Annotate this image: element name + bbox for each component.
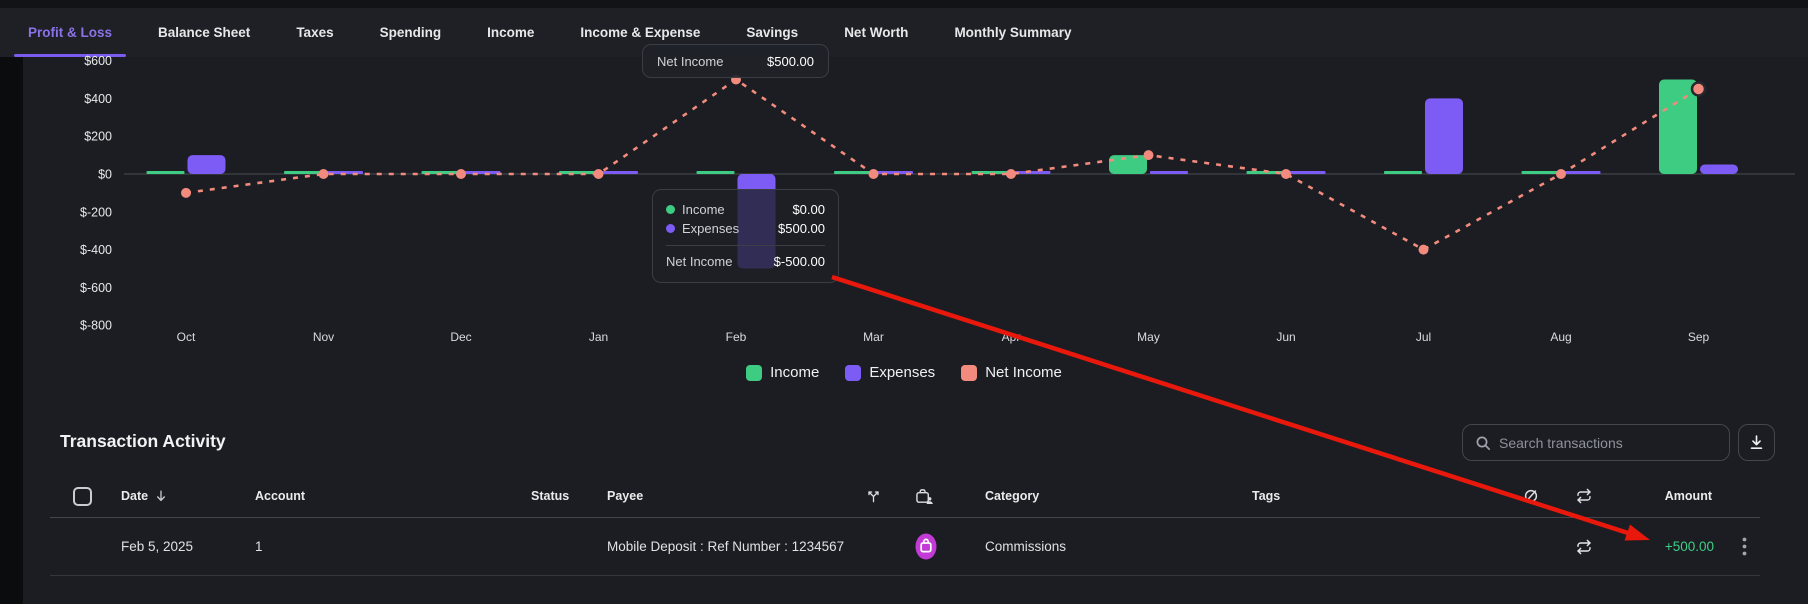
row-category: Commissions [985,539,1067,554]
column-header-recurring[interactable] [1565,488,1622,504]
column-header-split[interactable] [866,489,915,504]
legend-swatch-icon [746,364,763,381]
tooltip-net-value: $-500.00 [773,254,825,269]
repeat-icon [1577,488,1591,504]
svg-text:$-200: $-200 [80,205,112,219]
tooltip-income-value: $0.00 [792,202,825,217]
svg-text:Aug: Aug [1550,330,1571,344]
table-header-row: Date Account Status Payee Category Tags [50,475,1760,518]
transactions-section-title: Transaction Activity [60,431,226,451]
search-icon [1476,436,1491,450]
tab-income-expense[interactable]: Income & Expense [580,25,701,40]
select-all-checkbox[interactable] [73,486,92,506]
export-download-button[interactable] [1738,424,1775,461]
split-icon [868,490,879,502]
column-header-amount[interactable]: Amount [1664,489,1712,503]
tab-profit-loss[interactable]: Profit & Loss [13,8,127,57]
legend-label: Income [770,364,820,381]
svg-text:Jun: Jun [1276,330,1295,344]
tooltip-value: $500.00 [767,53,814,69]
column-header-status[interactable]: Status [531,489,570,503]
legend-swatch-icon [845,364,862,381]
svg-text:Nov: Nov [313,330,334,344]
svg-text:$600: $600 [84,54,112,68]
tooltip-label: Net Income [657,53,724,69]
eye-off-icon [1524,489,1538,503]
net-income-peak-tooltip: Net Income $500.00 [642,44,829,78]
svg-text:$0: $0 [98,168,112,182]
legend-label: Expenses [869,364,936,381]
column-header-merchant[interactable] [915,488,985,505]
svg-text:$-600: $-600 [80,281,112,295]
tooltip-income-row: Income $0.00 [666,200,825,219]
tooltip-net-row: Net Income $-500.00 [666,252,825,271]
recurring-indicator-icon [1577,539,1591,554]
tab-net-worth[interactable]: Net Worth [844,25,909,40]
transactions-table: Date Account Status Payee Category Tags [50,475,1760,576]
column-header-payee[interactable]: Payee [607,489,644,503]
row-menu-kebab-icon[interactable] [1742,537,1747,556]
merchant-avatar-icon [915,533,937,560]
svg-text:Feb: Feb [726,330,747,344]
tooltip-income-label: Income [682,202,725,217]
left-edge-strip [0,57,23,604]
svg-text:May: May [1137,330,1160,344]
legend-swatch-icon [961,364,978,381]
briefcase-person-icon [916,488,933,504]
chart-detail-tooltip: Income $0.00 Expenses $500.00 Net Income… [652,189,839,283]
tab-savings[interactable]: Savings [746,25,799,40]
row-account: 1 [255,539,263,554]
column-header-hidden[interactable] [1515,488,1565,504]
tooltip-expenses-value: $500.00 [778,221,825,236]
tooltip-expenses-label: Expenses [682,221,740,236]
tooltip-net-label: Net Income [666,254,733,269]
column-header-date[interactable]: Date [121,489,255,503]
svg-text:$-400: $-400 [80,243,112,257]
tab-balance-sheet[interactable]: Balance Sheet [158,25,251,40]
tooltip-expenses-row: Expenses $500.00 [666,219,825,238]
svg-text:$-800: $-800 [80,319,112,333]
column-header-tags[interactable]: Tags [1252,489,1281,503]
transaction-search[interactable] [1462,424,1730,461]
tab-taxes[interactable]: Taxes [296,25,334,40]
column-header-account[interactable]: Account [255,489,305,503]
tab-income[interactable]: Income [487,25,535,40]
transaction-row[interactable]: Feb 5, 2025 1 Mobile Deposit : Ref Numbe… [50,518,1760,576]
download-icon [1750,435,1763,449]
svg-text:Mar: Mar [863,330,884,344]
svg-text:Jul: Jul [1416,330,1431,344]
income-dot-icon [666,205,675,214]
svg-text:Dec: Dec [450,330,471,344]
main-nav: Profit & Loss Balance Sheet Taxes Spending I… [0,8,1808,57]
row-amount: +500.00 [1664,539,1714,554]
svg-text:$400: $400 [84,92,112,106]
tab-spending[interactable]: Spending [379,25,442,40]
sort-desc-icon [157,490,166,502]
legend-label: Net Income [985,364,1062,381]
legend-item-income[interactable]: Income [746,364,819,381]
search-input[interactable] [1499,434,1719,451]
row-date: Feb 5, 2025 [121,539,194,554]
svg-text:Jan: Jan [589,330,608,344]
svg-text:$200: $200 [84,130,112,144]
svg-text:Sep: Sep [1688,330,1710,344]
chart-legend: Income Expenses Net Income [0,364,1808,381]
window-top-strip [0,0,1808,8]
legend-item-expenses[interactable]: Expenses [845,364,935,381]
expenses-dot-icon [666,224,675,233]
column-header-category[interactable]: Category [985,489,1040,503]
legend-item-net-income[interactable]: Net Income [961,364,1062,381]
tooltip-divider [666,245,825,246]
svg-text:Apr: Apr [1002,330,1021,344]
tab-monthly-summary[interactable]: Monthly Summary [954,25,1072,40]
row-payee: Mobile Deposit : Ref Number : 1234567 [607,539,845,554]
svg-text:Oct: Oct [177,330,196,344]
profit-loss-chart: $600 $400 $200 $0 $-200 $-400 $-600 $-800 Oct Nov… [80,54,1795,344]
